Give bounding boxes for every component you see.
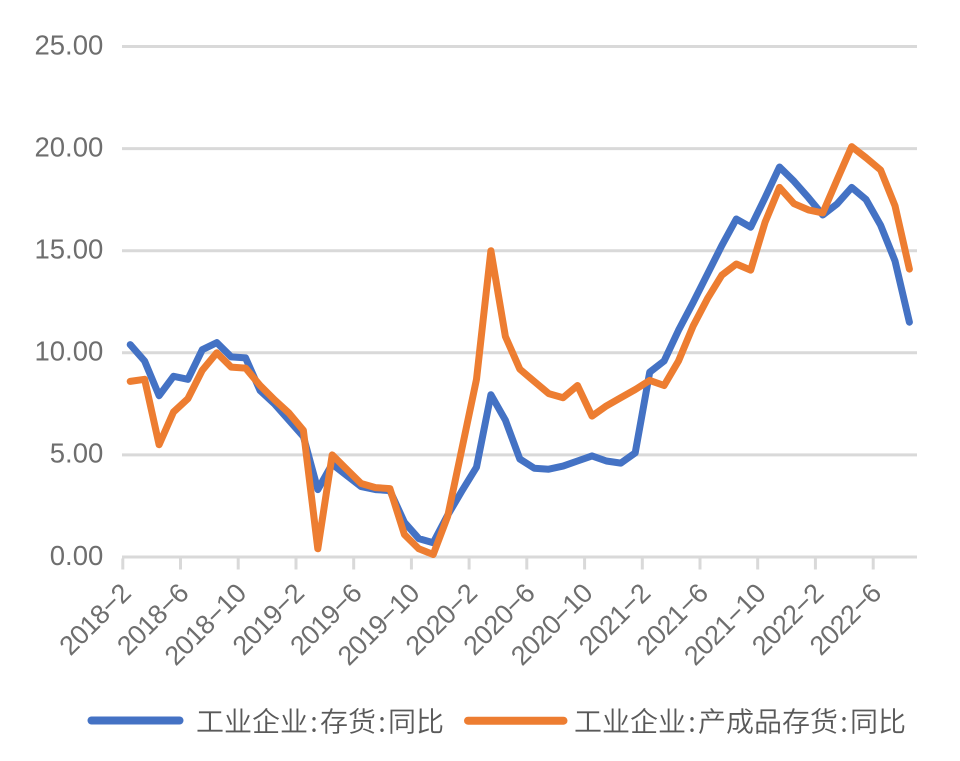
svg-text:25.00: 25.00 [34, 29, 103, 60]
svg-text:10.00: 10.00 [34, 336, 103, 367]
svg-text:20.00: 20.00 [34, 131, 103, 162]
svg-text:5.00: 5.00 [50, 438, 104, 469]
svg-text:0.00: 0.00 [50, 540, 104, 571]
svg-text:15.00: 15.00 [34, 234, 103, 265]
